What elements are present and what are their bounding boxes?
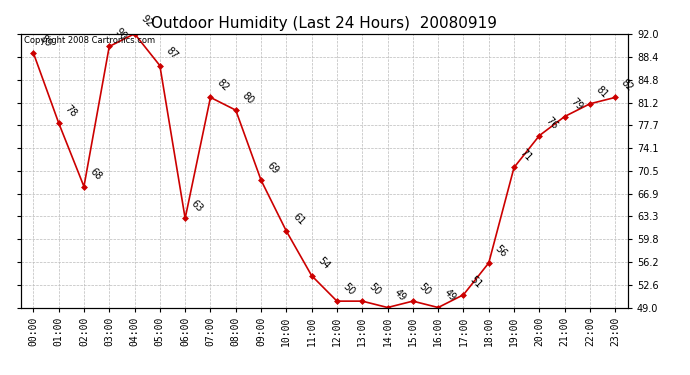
Text: 76: 76 [544, 116, 560, 132]
Text: 49: 49 [442, 288, 458, 303]
Text: 79: 79 [569, 96, 584, 112]
Text: 90: 90 [113, 27, 129, 42]
Text: 87: 87 [164, 46, 180, 62]
Text: Copyright 2008 Cartronics.com: Copyright 2008 Cartronics.com [23, 36, 155, 45]
Text: 82: 82 [620, 77, 635, 93]
Text: 81: 81 [594, 84, 610, 100]
Text: 50: 50 [341, 281, 357, 297]
Text: 92: 92 [139, 14, 155, 30]
Text: 69: 69 [265, 160, 281, 176]
Text: 78: 78 [63, 103, 79, 119]
Text: 82: 82 [215, 77, 230, 93]
Text: 61: 61 [290, 211, 306, 227]
Text: 51: 51 [468, 275, 484, 291]
Text: 50: 50 [366, 281, 382, 297]
Text: 63: 63 [189, 198, 205, 214]
Title: Outdoor Humidity (Last 24 Hours)  20080919: Outdoor Humidity (Last 24 Hours) 2008091… [151, 16, 497, 31]
Text: 68: 68 [88, 166, 104, 182]
Text: 54: 54 [316, 256, 332, 272]
Text: 56: 56 [493, 243, 509, 259]
Text: 50: 50 [417, 281, 433, 297]
Text: 89: 89 [37, 33, 53, 49]
Text: 80: 80 [240, 90, 256, 106]
Text: 49: 49 [392, 288, 408, 303]
Text: 71: 71 [518, 147, 534, 163]
